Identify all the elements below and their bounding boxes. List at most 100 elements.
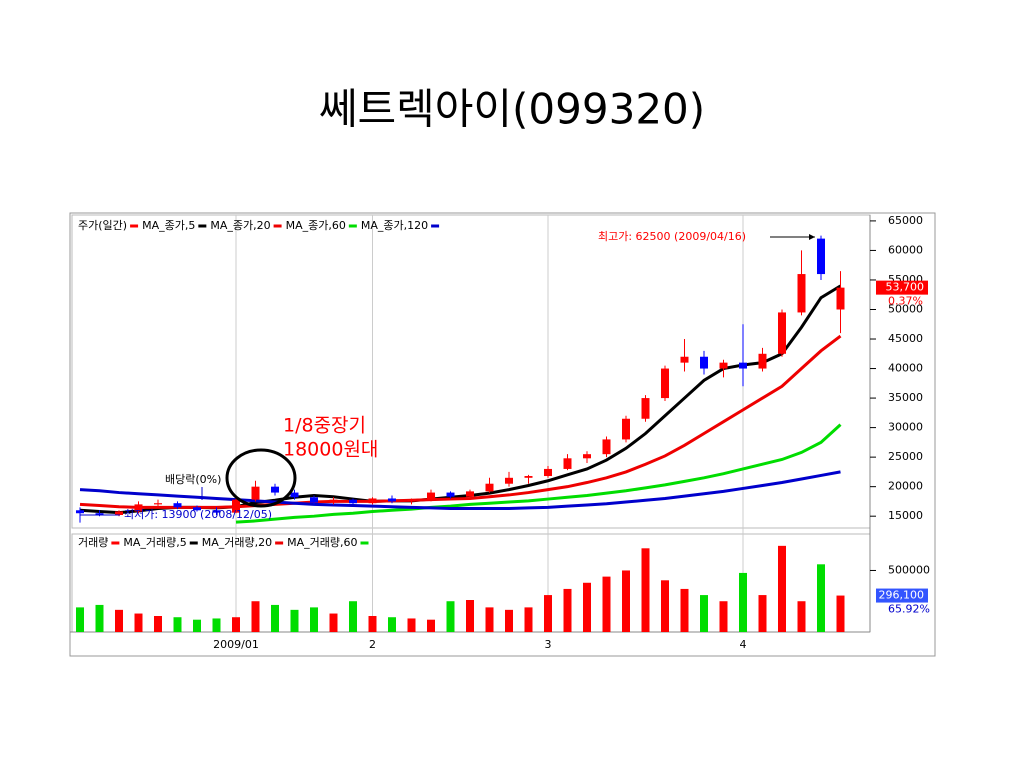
volume-bar [95, 604, 104, 632]
y-tick-label: 500000 [888, 563, 930, 576]
candle-body [310, 497, 318, 503]
volume-bar [563, 588, 572, 632]
volume-bar [349, 601, 357, 632]
arrow-head [809, 234, 815, 240]
candle-body [758, 353, 767, 369]
legend-label: 거래량 [78, 536, 108, 549]
volume-bar [544, 595, 552, 632]
note-line: 18000원대 [283, 439, 378, 461]
candle-body [271, 486, 279, 493]
volume-bar [641, 548, 650, 632]
last-change-label: 0.37% [888, 295, 923, 308]
candle-body [76, 510, 84, 514]
candle-body [173, 503, 182, 508]
candle-body [778, 312, 786, 354]
volume-bar [388, 617, 396, 632]
volume-bar [310, 607, 318, 632]
volume-bar [583, 582, 591, 632]
volume-bar [485, 607, 494, 632]
high-annotation: 최고가: 62500 (2009/04/16) [598, 230, 746, 243]
volume-bar [173, 617, 182, 632]
ma-line [235, 423, 842, 524]
marks [76, 235, 845, 632]
last-value-box [876, 280, 928, 295]
ma-line [79, 470, 841, 511]
candle-body [407, 499, 416, 502]
volume-bar [836, 595, 845, 632]
candle-body [154, 503, 162, 505]
legend-label: MA_거래량,20 [202, 536, 272, 549]
candle-body [329, 499, 338, 503]
y-tick-label: 40000 [888, 362, 923, 375]
y-tick-label: 20000 [888, 480, 923, 493]
x-tick-label: 4 [740, 638, 747, 651]
volume-bar [212, 618, 221, 632]
volume-bar [700, 595, 708, 632]
volume-bar [193, 619, 201, 632]
volume-bar [427, 619, 435, 632]
legend-label: 주가(일간) [78, 218, 127, 232]
candle-body [680, 356, 689, 363]
y-tick-label: 65000 [888, 214, 923, 227]
volume-bar [271, 604, 279, 632]
legend-label: MA_종가,20 [210, 219, 270, 232]
volume-bar [368, 616, 377, 632]
candle-body [368, 498, 377, 504]
slide-title: 쎄트렉아이(099320) [319, 85, 705, 134]
candle-body [95, 513, 104, 516]
volume-bar [797, 601, 806, 632]
candle-body [115, 511, 123, 516]
y-tick-label: 60000 [888, 243, 923, 256]
highlight-circle [225, 448, 297, 508]
candle-body [446, 492, 455, 497]
legend-label: MA_종가,120 [361, 219, 428, 232]
volume-bar [134, 613, 143, 632]
volume-bar [446, 601, 455, 632]
volume-panel [71, 533, 871, 633]
candle-body [602, 439, 611, 455]
candle-body [505, 477, 513, 484]
last-value-box [876, 588, 928, 603]
ma-line [79, 334, 842, 509]
volume-bar [251, 601, 260, 632]
candle-body [388, 498, 396, 502]
candle-body [641, 398, 650, 419]
candle-body [836, 287, 845, 310]
candle-body [349, 499, 357, 504]
volume-bar [719, 601, 728, 632]
candle-body [232, 499, 240, 513]
candle-body [719, 362, 728, 369]
candle-body [661, 368, 669, 399]
candle-body [134, 504, 143, 512]
candle-body [212, 510, 221, 513]
volume-bar [329, 613, 338, 632]
volume-bar [115, 609, 123, 632]
candle-body [563, 458, 572, 469]
candle-body [622, 418, 630, 440]
volume-bar [817, 564, 825, 632]
y-tick-label: 50000 [888, 302, 923, 315]
last-value-label: 53,700 [886, 281, 925, 294]
candle-body [427, 492, 435, 500]
candle-body [466, 491, 474, 497]
low-annotation: 최저가: 13900 (2008/12/05) [124, 508, 272, 521]
price-panel [71, 214, 871, 529]
y-tick-label: 30000 [888, 421, 923, 434]
x-tick-label: 3 [545, 638, 552, 651]
x-tick-label: 2009/01 [213, 638, 259, 651]
legend-label: MA_종가,60 [286, 219, 346, 232]
volume-bar [407, 618, 416, 632]
x-tick-label: 2 [369, 638, 376, 651]
last-change-label: 65.92% [888, 603, 930, 616]
volume-bar [661, 580, 669, 632]
note-line: 1/8중장기 [283, 415, 366, 437]
volume-bar [290, 609, 299, 632]
candle-body [524, 476, 533, 478]
legend-label: MA_거래량,5 [123, 536, 186, 549]
volume-bar [739, 572, 747, 632]
legend-label: MA_종가,5 [142, 219, 195, 232]
candle-body [290, 492, 299, 498]
volume-bar [778, 545, 786, 632]
